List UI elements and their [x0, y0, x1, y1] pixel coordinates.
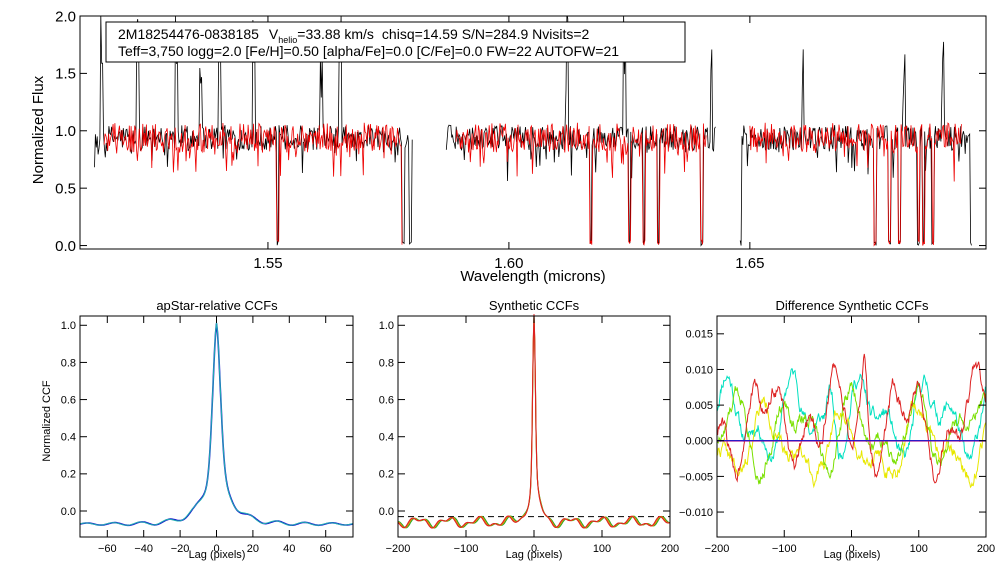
synthetic-ccf-x-tick-label: −200 — [386, 543, 411, 555]
apstar-ccf-title: apStar-relative CCFs — [156, 298, 278, 313]
synthetic-ccf-y-tick-label: 1.0 — [379, 320, 394, 332]
apstar-ccf-y-label: Normalized CCF — [41, 380, 53, 462]
spectrum-y-tick-label: 2.0 — [55, 8, 76, 25]
difference-ccf-series-1 — [717, 368, 986, 463]
spectrum-panel: 1.55 1.60 1.65 0.0 0.5 1.0 1.5 2.0 Wavelength (… — [30, 8, 987, 285]
info-line-2: Teff=3,750 logg=2.0 [Fe/H]=0.50 [alpha/F… — [118, 43, 619, 59]
apstar-ccf-y-tick-label: 0.2 — [61, 469, 76, 481]
synthetic-ccf-x-tick-label: −100 — [454, 543, 479, 555]
info-v-subscript: helio — [278, 35, 297, 45]
spectrum-x-tick-label: 1.65 — [735, 255, 764, 272]
info-v-label: V — [269, 26, 279, 42]
info-v-value: =33.88 km/s — [297, 26, 374, 42]
info-box-frame — [105, 21, 686, 63]
synthetic-ccf-y-tick-label: 0.0 — [379, 506, 394, 518]
spectrum-y-tick-label: 1.0 — [55, 123, 76, 140]
synthetic-ccf-x-tick-label: 0 — [531, 543, 537, 555]
spectrum-frame — [79, 15, 987, 250]
model-spectrum-line — [749, 122, 962, 247]
difference-ccf-x-tick-label: 100 — [910, 543, 928, 555]
apstar-ccf-y-tick-label: 0.8 — [61, 357, 76, 369]
synthetic-ccf-x-tick-label: 200 — [661, 543, 679, 555]
apstar-ccf-x-tick-label: −40 — [134, 543, 153, 555]
apstar-ccf-y-tick-label: 0.6 — [61, 394, 76, 406]
synthetic-ccf-x-tick-label: 100 — [593, 543, 611, 555]
synthetic-ccf-panel: Synthetic CCFs −200 −100 0 100 200 0.0 0.2 0.4 0… — [379, 298, 679, 561]
apstar-ccf-y-tick-label: 0.0 — [61, 506, 76, 518]
spectrum-y-tick-label: 0.5 — [55, 180, 76, 197]
apstar-ccf-y-tick-label: 0.4 — [61, 432, 76, 444]
apstar-ccf-x-tick-label: −60 — [98, 543, 117, 555]
spectrum-y-label: Normalized Flux — [30, 75, 47, 184]
apstar-ccf-x-label: Lag (pixels) — [189, 549, 246, 561]
difference-ccf-title: Difference Synthetic CCFs — [776, 298, 929, 313]
spectrum-x-label: Wavelength (microns) — [460, 268, 605, 285]
apstar-ccf-panel: apStar-relative CCFs −60 −40 −20 0 20 40 60 0.0… — [41, 298, 354, 561]
synthetic-ccf-series-3 — [397, 314, 671, 529]
synthetic-ccf-title: Synthetic CCFs — [489, 298, 580, 313]
difference-ccf-plot-area — [717, 353, 986, 489]
difference-ccf-y-tick-label: 0.000 — [685, 436, 713, 448]
difference-ccf-panel: Difference Synthetic CCFs −200 −100 0 100 20… — [679, 298, 995, 561]
apstar-ccf-x-tick-label: 0 — [213, 543, 219, 555]
synthetic-ccf-y-tick-label: 0.2 — [379, 469, 394, 481]
spectrum-y-tick-label: 0.0 — [55, 238, 76, 255]
difference-ccf-y-tick-label: 0.005 — [685, 400, 713, 412]
apstar-ccf-x-tick-label: 20 — [247, 543, 259, 555]
spectrum-x-tick-label: 1.55 — [253, 255, 282, 272]
difference-ccf-x-tick-label: 200 — [977, 543, 995, 555]
apstar-ccf-x-tick-label: −20 — [171, 543, 190, 555]
info-box: 2M18254476-0838185 Vhelio=33.88 km/s chisq… — [105, 21, 686, 63]
difference-ccf-x-label: Lag (pixels) — [824, 549, 881, 561]
difference-ccf-y-tick-label: 0.010 — [685, 364, 713, 376]
difference-ccf-series-3 — [717, 382, 986, 486]
apstar-ccf-y-tick-label: 1.0 — [61, 320, 76, 332]
info-stats: chisq=14.59 S/N=284.9 Nvisits=2 — [382, 26, 590, 42]
spectrum-ticks: 1.55 1.60 1.65 0.0 0.5 1.0 1.5 2.0 — [55, 8, 986, 272]
model-spectrum-line — [103, 122, 403, 245]
synthetic-ccf-y-tick-label: 0.4 — [379, 432, 394, 444]
difference-ccf-y-tick-label: −0.010 — [679, 507, 713, 519]
spectrum-x-tick-label: 1.60 — [494, 255, 523, 272]
difference-ccf-x-tick-label: 0 — [848, 543, 854, 555]
spectrum-plot-area — [94, 16, 972, 247]
synthetic-ccf-y-tick-label: 0.8 — [379, 357, 394, 369]
synthetic-ccf-x-label: Lag (pixels) — [506, 549, 563, 561]
synthetic-ccf-y-tick-label: 0.6 — [379, 394, 394, 406]
difference-ccf-x-tick-label: −200 — [705, 543, 730, 555]
spectrum-y-tick-label: 1.5 — [55, 66, 76, 83]
difference-ccf-y-tick-label: 0.015 — [685, 329, 713, 341]
model-spectrum-line — [455, 122, 707, 246]
info-line-1: 2M18254476-0838185 Vhelio=33.88 km/s chisq… — [118, 26, 590, 45]
apstar-ccf-ticks: −60 −40 −20 0 20 40 60 0.0 0.2 0.4 0.6 0.8 1.0 — [61, 316, 353, 555]
apstar-ccf-x-tick-label: 60 — [320, 543, 332, 555]
difference-ccf-series-4 — [717, 353, 986, 484]
synthetic-ccf-ticks: −200 −100 0 100 200 0.0 0.2 0.4 0.6 0.8 1.0 — [379, 316, 679, 555]
apstar-ccf-x-tick-label: 40 — [283, 543, 295, 555]
difference-ccf-x-tick-label: −100 — [772, 543, 797, 555]
info-star-id: 2M18254476-0838185 — [118, 26, 259, 42]
difference-ccf-y-tick-label: −0.005 — [679, 471, 713, 483]
difference-ccf-ticks: −200 −100 0 100 200 −0.010 −0.005 0.000 0.005 0.0… — [679, 316, 995, 555]
